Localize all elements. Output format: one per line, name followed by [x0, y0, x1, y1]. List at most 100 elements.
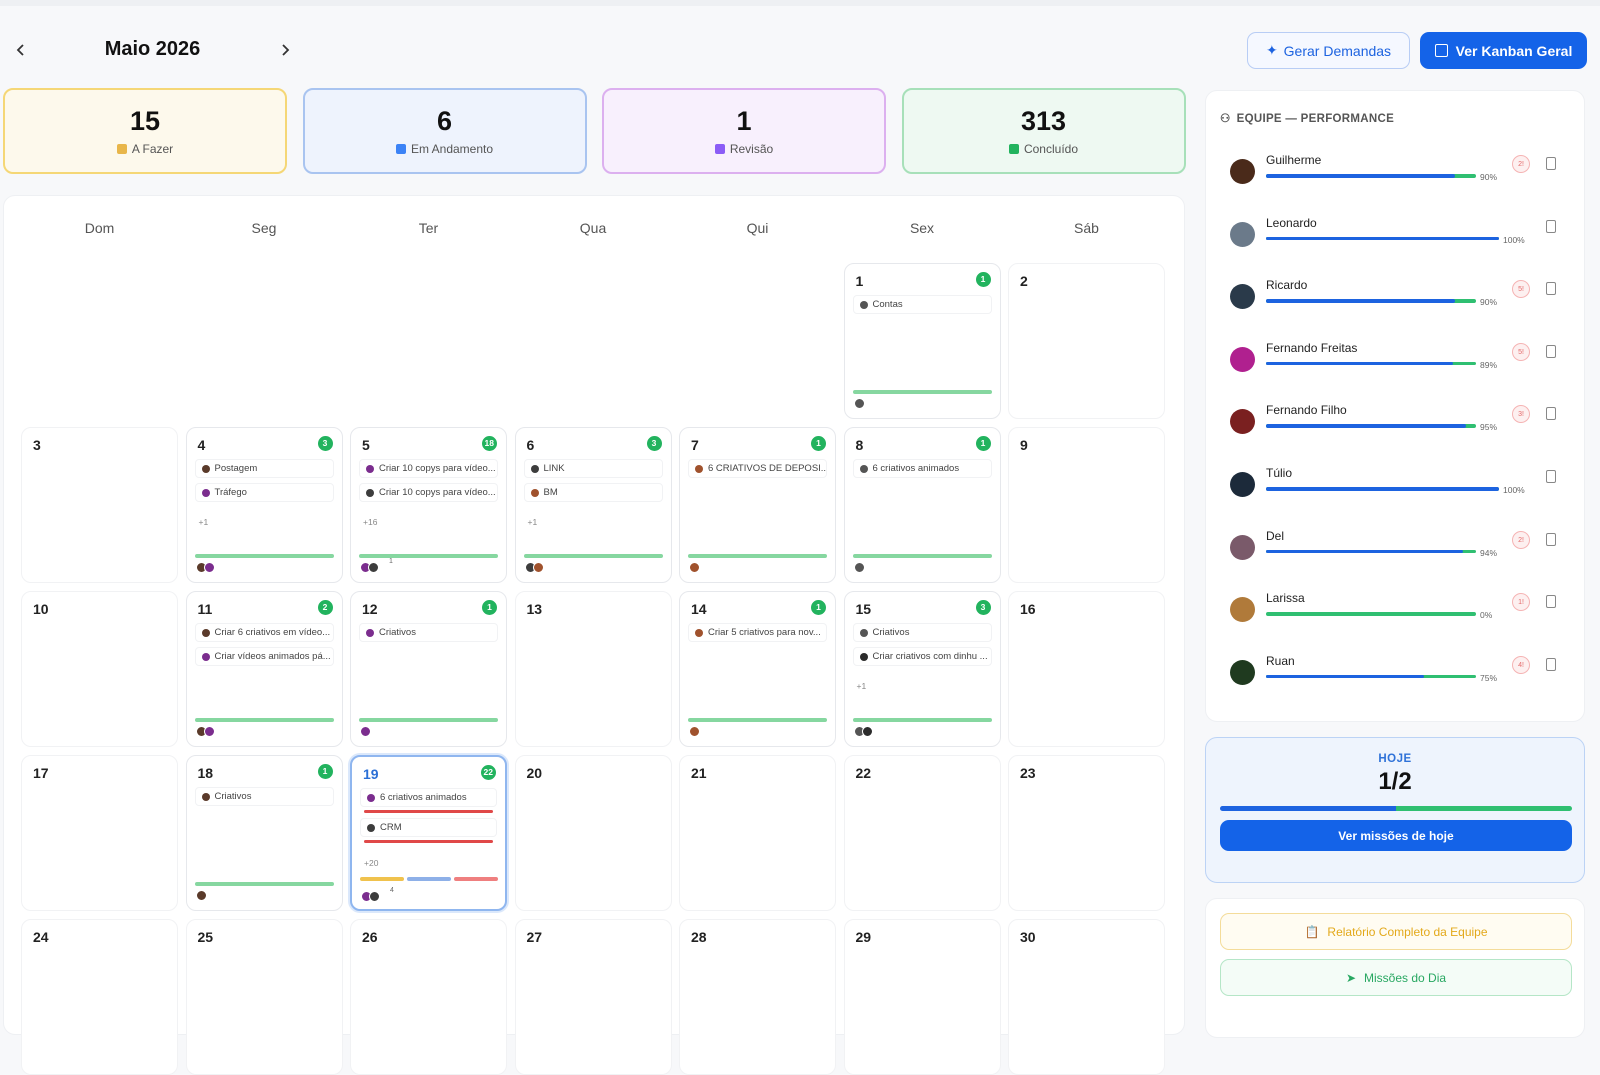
today-button[interactable]: Ver missões de hoje: [1220, 820, 1572, 851]
task[interactable]: BM: [523, 483, 663, 502]
report-icon[interactable]: [1546, 532, 1556, 546]
day-cell[interactable]: 29: [843, 919, 1001, 1075]
progress-bar: [852, 718, 992, 722]
member-row[interactable]: Del 94% 2!: [1220, 529, 1572, 579]
report-icon[interactable]: [1546, 344, 1556, 358]
day-cell[interactable]: 10: [21, 591, 178, 747]
task-avatar: [859, 300, 868, 309]
day-cell[interactable]: 9: [1008, 427, 1165, 583]
avatar: [532, 562, 544, 573]
more-tasks: +16: [363, 517, 378, 527]
member-row[interactable]: Fernando Filho 95% 3!: [1220, 403, 1572, 453]
task[interactable]: Contas: [852, 295, 992, 314]
report-icon[interactable]: [1546, 595, 1556, 609]
task[interactable]: Criar 10 copys para vídeo...: [359, 459, 498, 478]
task[interactable]: Criar 5 criativos para nov...: [688, 623, 827, 642]
actions-card: 📋 Relatório Completo da Equipe ➤ Missões d…: [1205, 898, 1585, 1038]
day-cell[interactable]: 22: [843, 755, 1001, 911]
member-row[interactable]: Guilherme 90% 2!: [1220, 153, 1572, 203]
task[interactable]: CRM: [360, 818, 497, 837]
alert-badge: 4!: [1512, 655, 1530, 674]
day-cell[interactable]: 26: [350, 919, 507, 1075]
next-month[interactable]: [278, 42, 292, 58]
day-cell[interactable]: 1 1 Contas: [843, 263, 1001, 419]
task[interactable]: Criativos: [359, 623, 498, 642]
task-count: 1: [975, 272, 991, 287]
task[interactable]: 6 criativos animados: [360, 788, 497, 807]
day-cell[interactable]: 19 22 6 criativos animados CRM +20 4: [350, 755, 507, 911]
member-row[interactable]: Fernando Freitas 89% 5!: [1220, 341, 1572, 391]
team-title: ⚇ EQUIPE — PERFORMANCE: [1220, 113, 1395, 125]
team-title-text: EQUIPE — PERFORMANCE: [1236, 113, 1395, 125]
member-name: Larissa: [1266, 591, 1305, 606]
day-cell[interactable]: 5 18 Criar 10 copys para vídeo... Criar 10 …: [350, 427, 507, 583]
day-cell[interactable]: 14 1 Criar 5 criativos para nov...: [679, 591, 836, 747]
day-cell[interactable]: 15 3 Criativos Criar criativos com dinhu ..…: [843, 591, 1001, 747]
day-cell[interactable]: 18 1 Criativos: [185, 755, 343, 911]
task[interactable]: Criativos: [852, 623, 992, 642]
task[interactable]: LINK: [523, 459, 663, 478]
status-bar: [407, 877, 451, 881]
stat-card[interactable]: 15 A Fazer: [3, 88, 287, 174]
task-text: Postagem: [214, 463, 258, 474]
day-cell[interactable]: 25: [185, 919, 343, 1075]
member-row[interactable]: Ruan 75% 4!: [1220, 654, 1572, 704]
member-row[interactable]: Leonardo 100%: [1220, 216, 1572, 266]
report-icon[interactable]: [1546, 470, 1556, 483]
day-cell[interactable]: 21: [679, 755, 836, 911]
day-cell[interactable]: 13: [514, 591, 672, 747]
task[interactable]: 6 CRIATIVOS DE DEPOSI...: [688, 459, 827, 478]
member-row[interactable]: Ricardo 90% 5!: [1220, 278, 1572, 328]
day-number: 8: [855, 437, 864, 453]
task[interactable]: Tráfego: [194, 483, 334, 502]
day-cell[interactable]: 24: [21, 919, 178, 1075]
stat-card[interactable]: 6 Em Andamento: [302, 88, 587, 174]
more-tasks: +1: [527, 517, 538, 527]
day-cell[interactable]: 20: [514, 755, 672, 911]
day-cell[interactable]: 3: [21, 427, 178, 583]
report-icon[interactable]: [1546, 657, 1556, 671]
report-icon[interactable]: [1546, 157, 1556, 170]
task[interactable]: Criar criativos com dinhu ...: [852, 647, 992, 666]
stat-label-row: A Fazer: [5, 142, 285, 156]
day-cell[interactable]: 23: [1008, 755, 1165, 911]
stat-card[interactable]: 313 Concluído: [901, 88, 1186, 174]
task[interactable]: Criar 6 criativos em vídeo...: [194, 623, 334, 642]
task-text: Criativos: [872, 627, 910, 638]
report-icon[interactable]: [1546, 407, 1556, 421]
day-cell[interactable]: 11 2 Criar 6 criativos em vídeo... Criar ví…: [185, 591, 343, 747]
day-cell[interactable]: 17: [21, 755, 178, 911]
day-cell[interactable]: 30: [1008, 919, 1165, 1075]
member-row[interactable]: Larissa 0% 1!: [1220, 591, 1572, 641]
member-row[interactable]: Túlio 100%: [1220, 466, 1572, 516]
task-count: 3: [317, 436, 333, 451]
day-cell[interactable]: 27: [514, 919, 672, 1075]
day-cell[interactable]: 6 3 LINK BM +1: [514, 427, 672, 583]
status-bar: [360, 877, 404, 881]
task[interactable]: 6 criativos animados: [852, 459, 992, 478]
day-cell[interactable]: 16: [1008, 591, 1165, 747]
member-avatar: [1230, 659, 1255, 685]
task[interactable]: Postagem: [194, 459, 334, 478]
day-cell[interactable]: 28: [679, 919, 836, 1075]
report-icon[interactable]: [1546, 282, 1556, 296]
stat-card[interactable]: 1 Revisão: [602, 88, 886, 174]
day-cell[interactable]: 4 3 Postagem Tráfego +1: [185, 427, 343, 583]
stat-label: Em Andamento: [410, 142, 494, 156]
day-cell[interactable]: 12 1 Criativos: [350, 591, 507, 747]
day-cell[interactable]: 7 1 6 CRIATIVOS DE DEPOSI...: [679, 427, 836, 583]
task[interactable]: Criar vídeos animados pá...: [194, 647, 334, 666]
report-icon[interactable]: [1546, 219, 1556, 233]
missions-button[interactable]: ➤ Missões do Dia: [1220, 959, 1572, 996]
report-button[interactable]: 📋 Relatório Completo da Equipe: [1220, 913, 1572, 950]
task-text: Criar 10 copys para vídeo...: [379, 487, 496, 498]
kanban-button[interactable]: Ver Kanban Geral: [1420, 32, 1587, 69]
day-cell[interactable]: 8 1 6 criativos animados: [843, 427, 1001, 583]
task[interactable]: Criar 10 copys para vídeo...: [359, 483, 498, 502]
day-number: 23: [1020, 765, 1036, 781]
generate-button[interactable]: ✦ Gerar Demandas: [1247, 32, 1410, 69]
prev-month[interactable]: [14, 42, 28, 58]
progress-fill: [1266, 236, 1499, 241]
day-cell[interactable]: 2: [1008, 263, 1165, 419]
task[interactable]: Criativos: [194, 787, 334, 806]
